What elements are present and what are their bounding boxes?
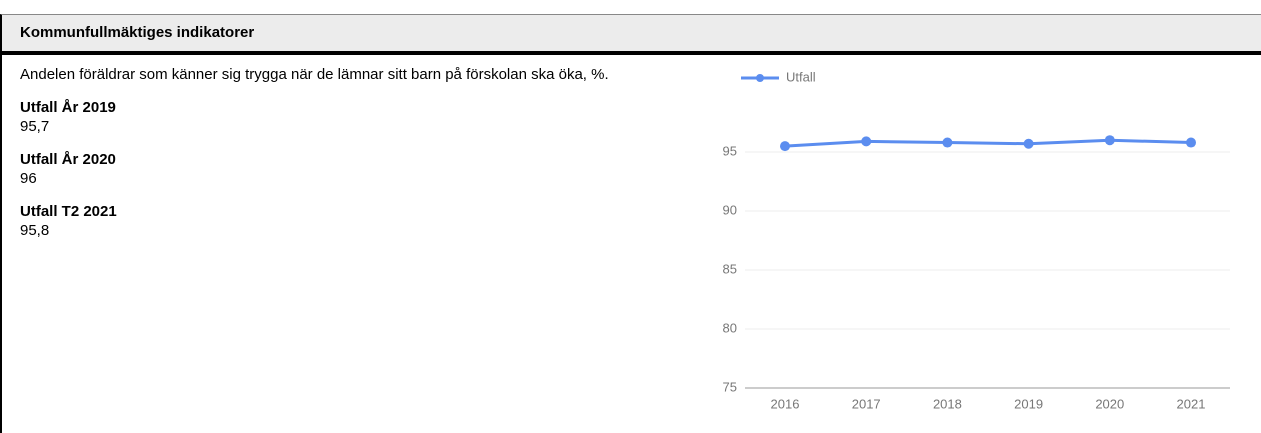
legend-marker	[756, 74, 764, 82]
y-tick-label: 75	[723, 379, 737, 394]
data-point	[942, 137, 953, 148]
data-point	[1186, 137, 1196, 148]
y-tick-label: 85	[723, 261, 737, 276]
item: Utfall T2 2021 95,8	[20, 202, 680, 240]
item-label: Utfall År 2019	[20, 99, 116, 116]
item-label: Utfall År 2020	[20, 151, 116, 168]
panel: Kommunfullmäktiges indikatorer Andelen f…	[0, 14, 1261, 433]
data-point	[1023, 138, 1034, 149]
y-tick-label: 95	[723, 143, 737, 158]
x-tick-label: 2021	[1177, 396, 1206, 411]
x-tick-label: 2016	[771, 396, 800, 411]
data-point	[861, 136, 872, 147]
data-point	[1104, 135, 1115, 146]
item-label: Utfall T2 2021	[20, 203, 117, 220]
x-tick-label: 2019	[1014, 396, 1043, 411]
x-tick-label: 2018	[933, 396, 962, 411]
y-tick-label: 90	[723, 202, 737, 217]
data-point	[780, 141, 790, 152]
y-tick-label: 80	[723, 320, 737, 335]
panel-header: Kommunfullmäktiges indikatorer	[2, 15, 1261, 55]
item-value: 95,8	[20, 222, 50, 239]
item: Utfall År 2020 96	[20, 150, 680, 188]
item: Utfall År 2019 95,7	[20, 98, 680, 136]
item-value: 95,7	[20, 118, 50, 135]
description: Andelen föräldrar som känner sig trygga …	[20, 66, 609, 83]
x-tick-label: 2017	[852, 396, 881, 411]
x-tick-label: 2020	[1095, 396, 1124, 411]
item-value: 96	[20, 170, 37, 187]
indicator-text: Andelen föräldrar som känner sig trygga …	[20, 65, 680, 254]
series-line	[784, 138, 1192, 148]
legend-label: Utfall	[786, 69, 816, 84]
